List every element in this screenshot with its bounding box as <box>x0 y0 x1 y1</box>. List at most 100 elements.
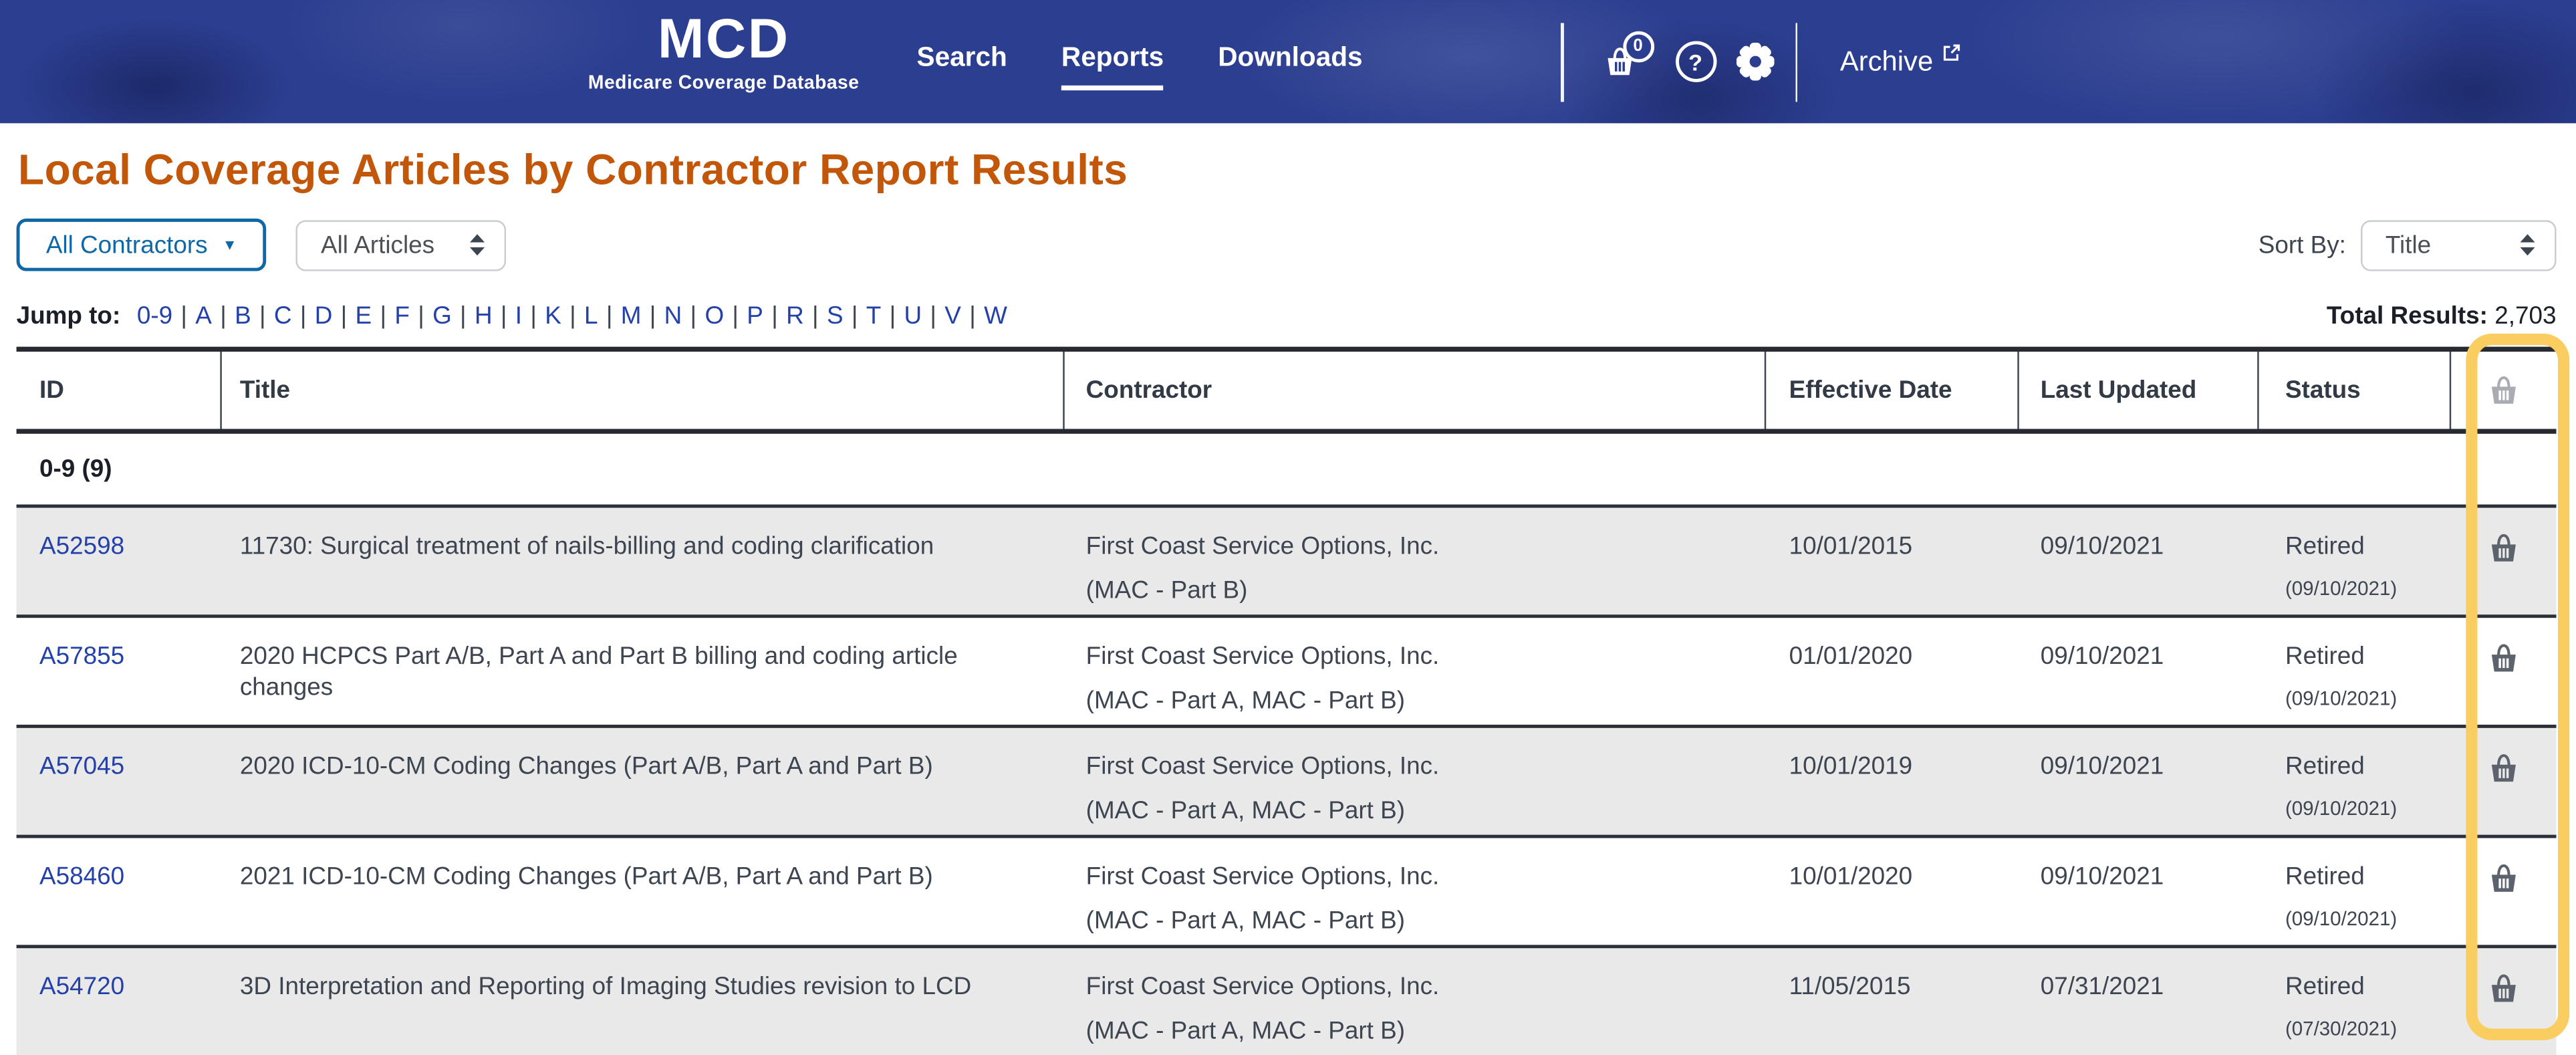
page-title: Local Coverage Articles by Contractor Re… <box>18 144 1128 195</box>
jump-link-h[interactable]: H <box>474 302 493 331</box>
jump-to-label: Jump to: <box>16 302 121 331</box>
basket-icon[interactable]: 0 <box>1603 30 1654 78</box>
jump-link-o[interactable]: O <box>704 302 725 331</box>
navbar-divider <box>1561 22 1563 102</box>
cell-id: A57855 <box>17 618 222 725</box>
archive-link[interactable]: Archive <box>1840 43 1961 78</box>
contractor-type: (MAC - Part A, MAC - Part B) <box>1085 687 1405 715</box>
jump-separator: | <box>606 302 613 331</box>
jump-separator: | <box>569 302 576 331</box>
cell-contractor: First Coast Service Options, Inc. (MAC -… <box>1065 728 1767 835</box>
jump-separator: | <box>889 302 896 331</box>
jump-link-s[interactable]: S <box>826 302 844 331</box>
cell-article-title: 2021 ICD-10-CM Coding Changes (Part A/B,… <box>239 862 933 891</box>
nav-item-reports[interactable]: Reports <box>1061 43 1164 91</box>
status-date: (09/10/2021) <box>2285 797 2398 820</box>
total-results-value: 2,703 <box>2494 302 2557 331</box>
navbar-utilities: 0 ? Archive <box>1561 0 1961 123</box>
basket-column-icon <box>2487 374 2520 406</box>
article-id-link[interactable]: A54720 <box>39 973 125 1001</box>
jump-link-c[interactable]: C <box>273 302 292 331</box>
cell-status: Retired (09/10/2021) <box>2259 728 2452 835</box>
jump-separator: | <box>930 302 937 331</box>
help-icon[interactable]: ? <box>1674 41 1716 82</box>
jump-separator: | <box>340 302 348 331</box>
jump-separator: | <box>259 302 266 331</box>
jump-link-v[interactable]: V <box>944 302 961 331</box>
jump-link-r[interactable]: R <box>786 302 804 331</box>
contractor-name: First Coast Service Options, Inc. <box>1085 862 1440 891</box>
article-id-link[interactable]: A57045 <box>39 752 125 781</box>
jump-link-m[interactable]: M <box>620 302 642 331</box>
results-table: ID Title Contractor Effective Date Last … <box>16 333 2570 1055</box>
jump-link-k[interactable]: K <box>545 302 561 331</box>
jump-link-g[interactable]: G <box>432 302 452 331</box>
contractor-name: First Coast Service Options, Inc. <box>1085 973 1440 1001</box>
jump-link-e[interactable]: E <box>355 302 372 331</box>
status-value: Retired <box>2285 532 2365 561</box>
cell-article-title: 2020 HCPCS Part A/B, Part A and Part B b… <box>239 642 958 702</box>
cell-id: A58460 <box>17 838 222 945</box>
primary-nav: Search Reports Downloads <box>916 42 1363 91</box>
sort-by-label: Sort By: <box>2258 231 2346 259</box>
status-date: (09/10/2021) <box>2285 576 2398 600</box>
cell-contractor: First Coast Service Options, Inc. (MAC -… <box>1065 507 1767 614</box>
contractor-type: (MAC - Part A, MAC - Part B) <box>1085 1017 1405 1046</box>
table-row: A57855 2020 HCPCS Part A/B, Part A and P… <box>16 614 2557 725</box>
cell-article-title: 3D Interpretation and Reporting of Imagi… <box>239 973 972 1001</box>
jump-link-u[interactable]: U <box>904 302 922 331</box>
cell-id: A57045 <box>17 728 222 835</box>
jump-link-n[interactable]: N <box>664 302 682 331</box>
add-to-basket-icon[interactable] <box>2487 532 2520 614</box>
jump-link-p[interactable]: P <box>747 302 763 331</box>
logo-subtitle: Medicare Coverage Database <box>588 74 860 94</box>
status-date: (07/30/2021) <box>2285 1017 2398 1040</box>
status-value: Retired <box>2285 752 2365 781</box>
jump-link-a[interactable]: A <box>195 302 212 331</box>
jump-link-d[interactable]: D <box>314 302 333 331</box>
article-type-select[interactable]: All Articles <box>296 219 507 271</box>
jump-link-b[interactable]: B <box>235 302 251 331</box>
jump-link-i[interactable]: I <box>515 302 523 331</box>
cell-last-updated: 07/31/2021 <box>2040 973 2164 1001</box>
table-header-row: ID Title Contractor Effective Date Last … <box>16 346 2557 434</box>
status-value: Retired <box>2285 973 2365 1001</box>
table-row: A57045 2020 ICD-10-CM Coding Changes (Pa… <box>16 724 2557 835</box>
cell-last-updated: 09/10/2021 <box>2040 642 2164 671</box>
nav-item-search[interactable]: Search <box>916 42 1007 73</box>
article-id-link[interactable]: A52598 <box>39 532 125 561</box>
add-to-basket-icon[interactable] <box>2487 753 2520 835</box>
top-navbar: MCD Medicare Coverage Database Search Re… <box>0 0 2576 124</box>
header-last-updated: Last Updated <box>2019 351 2259 429</box>
all-contractors-dropdown[interactable]: All Contractors ▼ <box>16 218 267 271</box>
cell-status: Retired (09/10/2021) <box>2259 507 2452 614</box>
add-to-basket-icon[interactable] <box>2487 642 2520 725</box>
article-id-link[interactable]: A57855 <box>39 642 125 671</box>
jump-separator: | <box>530 302 537 331</box>
nav-item-downloads[interactable]: Downloads <box>1218 42 1363 73</box>
jump-link-w[interactable]: W <box>984 302 1007 331</box>
table-row: A52598 11730: Surgical treatment of nail… <box>16 504 2557 615</box>
jump-link-t[interactable]: T <box>866 302 882 331</box>
cell-status: Retired (09/10/2021) <box>2259 838 2452 945</box>
cell-last-updated: 09/10/2021 <box>2040 862 2164 891</box>
add-to-basket-icon[interactable] <box>2487 862 2520 945</box>
status-value: Retired <box>2285 642 2365 671</box>
jump-separator: | <box>418 302 424 331</box>
article-id-link[interactable]: A58460 <box>39 862 125 891</box>
external-link-icon <box>1943 43 1960 60</box>
cell-article-title: 2020 ICD-10-CM Coding Changes (Part A/B,… <box>239 752 933 781</box>
jump-link-0-9[interactable]: 0-9 <box>136 302 173 331</box>
jump-link-l[interactable]: L <box>584 302 598 331</box>
sort-by-select[interactable]: Title <box>2361 219 2557 271</box>
contractor-type: (MAC - Part B) <box>1085 576 1248 605</box>
add-to-basket-icon[interactable] <box>2487 973 2520 1055</box>
status-date: (09/10/2021) <box>2285 687 2398 710</box>
jump-separator: | <box>771 302 778 331</box>
jump-link-f[interactable]: F <box>394 302 410 331</box>
cell-status: Retired (07/30/2021) <box>2259 948 2452 1055</box>
mcd-logo[interactable]: MCD Medicare Coverage Database <box>588 11 860 94</box>
jump-separator: | <box>649 302 656 331</box>
header-title: Title <box>222 351 1065 429</box>
select-arrows-icon <box>2520 234 2535 256</box>
